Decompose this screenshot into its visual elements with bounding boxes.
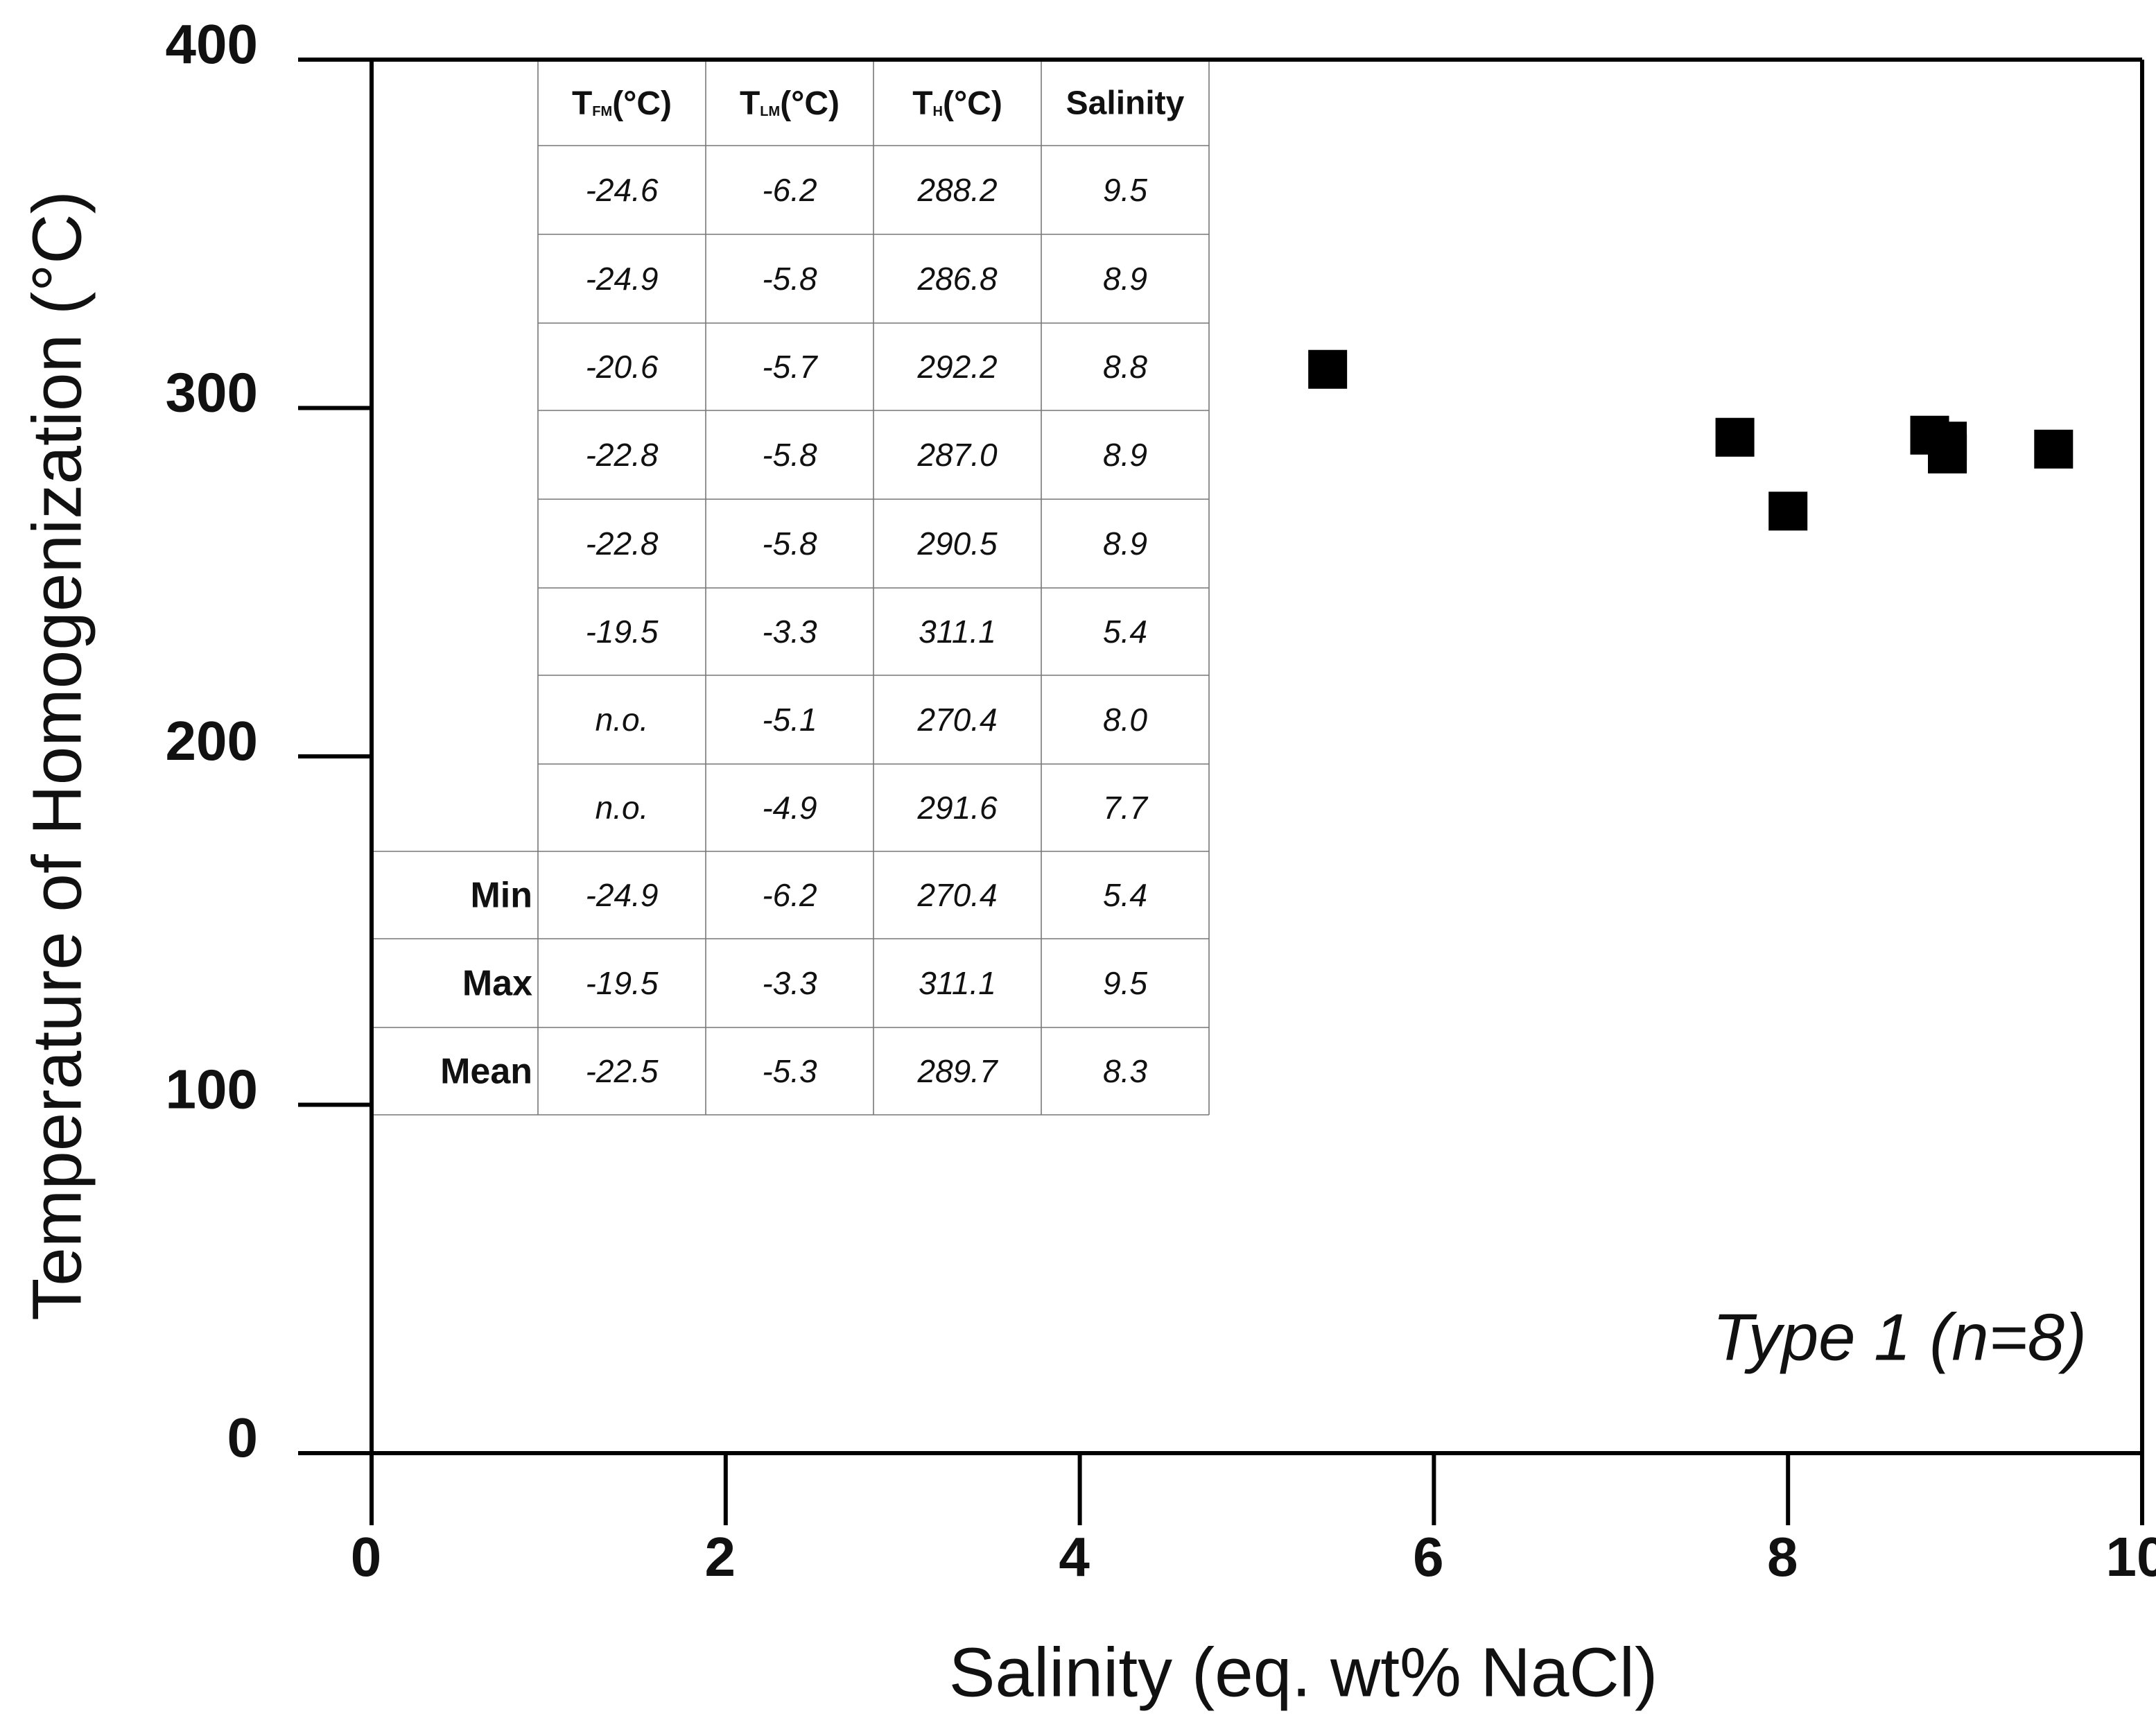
header-subscript: FM bbox=[592, 104, 612, 119]
y-tick-label: 0 bbox=[227, 1407, 259, 1468]
header-subscript: LM bbox=[760, 104, 780, 119]
table-cell: 8.9 bbox=[1103, 261, 1147, 297]
table-cell: -24.9 bbox=[586, 877, 659, 913]
table-cell: -5.8 bbox=[762, 526, 817, 562]
table-cell: 8.8 bbox=[1103, 349, 1147, 385]
header-subscript: H bbox=[933, 104, 943, 119]
table-cell: 287.0 bbox=[916, 437, 998, 473]
table-cell: 290.5 bbox=[916, 526, 998, 562]
table-cell: -3.3 bbox=[762, 614, 817, 650]
y-tick-label: 200 bbox=[166, 710, 258, 772]
table-cell: -22.8 bbox=[586, 526, 659, 562]
table-cell: 311.1 bbox=[919, 614, 996, 650]
table-cell: -22.5 bbox=[586, 1053, 659, 1089]
row-label: Min bbox=[470, 876, 532, 916]
table-cell: 311.1 bbox=[919, 965, 996, 1001]
table-header: TH(°C) bbox=[912, 85, 1002, 122]
point bbox=[1768, 492, 1808, 531]
table-cell: 292.2 bbox=[916, 349, 997, 385]
header-unit: (°C) bbox=[943, 85, 1002, 122]
row-label: Max bbox=[462, 964, 532, 1004]
row-label: Mean bbox=[440, 1052, 532, 1092]
point bbox=[1928, 422, 1967, 461]
table-cell: 8.9 bbox=[1103, 437, 1147, 473]
table-cell: -20.6 bbox=[586, 349, 659, 385]
table-cell: 8.0 bbox=[1103, 702, 1147, 738]
y-tick-label: 400 bbox=[166, 13, 258, 75]
header-unit: (°C) bbox=[780, 85, 840, 122]
table-cell: -6.2 bbox=[762, 877, 817, 913]
table-cell: 291.6 bbox=[916, 790, 998, 826]
table-cell: 5.4 bbox=[1103, 614, 1147, 650]
y-axis-label: Temperature of Homogenization (°C) bbox=[18, 191, 96, 1321]
header-symbol: T bbox=[572, 85, 592, 122]
table-cell: 8.9 bbox=[1103, 526, 1147, 562]
table-cell: 9.5 bbox=[1103, 965, 1147, 1001]
table-header: TFM(°C) bbox=[572, 85, 672, 122]
x-tick-label: 2 bbox=[705, 1526, 736, 1588]
table-cell: -24.9 bbox=[586, 261, 659, 297]
table-cell: -5.3 bbox=[762, 1053, 817, 1089]
table-cell: 270.4 bbox=[916, 702, 997, 738]
table-cell: -3.3 bbox=[762, 965, 817, 1001]
table-cell: -5.8 bbox=[762, 437, 817, 473]
table-cell: 9.5 bbox=[1103, 172, 1147, 208]
table-cell: 286.8 bbox=[916, 261, 998, 297]
table-header: Salinity bbox=[1066, 85, 1185, 122]
table-cell: 270.4 bbox=[916, 877, 997, 913]
table-cell: -19.5 bbox=[586, 965, 659, 1001]
annotation: Type 1 (n=8) bbox=[1712, 1300, 2087, 1374]
x-axis-label: Salinity (eq. wt% NaCl) bbox=[949, 1633, 1658, 1711]
x-tick-label: 8 bbox=[1767, 1526, 1798, 1588]
x-tick-label: 10 bbox=[2106, 1526, 2156, 1588]
table-header: TLM(°C) bbox=[740, 85, 840, 122]
table-cell: 289.7 bbox=[916, 1053, 998, 1089]
header-symbol: T bbox=[912, 85, 932, 122]
table-cell: -5.1 bbox=[762, 702, 817, 738]
y-tick-label: 100 bbox=[166, 1059, 258, 1120]
table-cell: 8.3 bbox=[1103, 1053, 1147, 1089]
point bbox=[1308, 349, 1348, 389]
table-cell: n.o. bbox=[595, 790, 649, 826]
table-cell: -22.8 bbox=[586, 437, 659, 473]
y-tick-label: 300 bbox=[166, 362, 258, 424]
x-tick-label: 4 bbox=[1059, 1526, 1090, 1588]
point bbox=[1715, 417, 1755, 457]
point bbox=[2034, 429, 2074, 469]
table-cell: -24.6 bbox=[586, 172, 659, 208]
table-cell: -19.5 bbox=[586, 614, 659, 650]
table-cell: -5.7 bbox=[762, 349, 818, 385]
table-cell: -4.9 bbox=[762, 790, 817, 826]
table-cell: n.o. bbox=[595, 702, 649, 738]
x-tick-label: 6 bbox=[1413, 1526, 1444, 1588]
table-cell: 288.2 bbox=[916, 172, 997, 208]
table-cell: -6.2 bbox=[762, 172, 817, 208]
table-cell: 5.4 bbox=[1103, 877, 1147, 913]
table-cell: 7.7 bbox=[1103, 790, 1148, 826]
header-symbol: T bbox=[740, 85, 760, 122]
x-tick-label: 0 bbox=[351, 1526, 382, 1588]
table-cell: -5.8 bbox=[762, 261, 817, 297]
header-unit: (°C) bbox=[612, 85, 672, 122]
